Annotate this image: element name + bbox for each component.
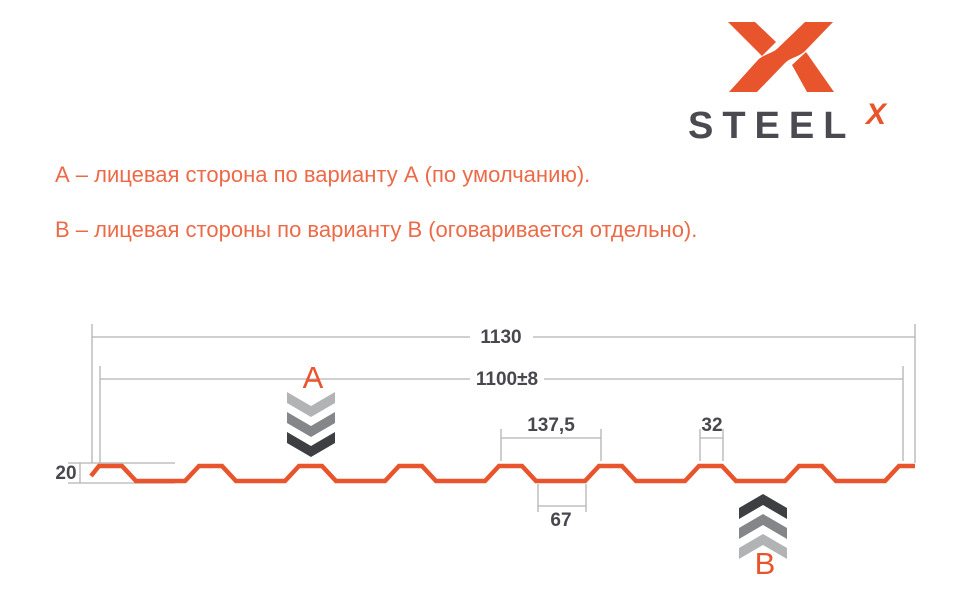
logo-s-stroke (729, 22, 833, 92)
dim-rib-top-width: 32 (701, 415, 723, 436)
variant-a-arrows-icon (287, 392, 335, 457)
note-variant-a: А – лицевая сторона по варианту А (по ум… (55, 162, 591, 187)
variant-b-arrows-icon (739, 494, 787, 559)
brand-wordmark: STEEL (688, 105, 856, 147)
note-variant-b: В – лицевая стороны по варианту В (огова… (55, 217, 698, 242)
dim-valley-width: 67 (550, 510, 572, 531)
logo-arm-top-left (728, 22, 776, 56)
chevron-up-icon (739, 514, 787, 539)
chevron-down-icon (287, 412, 335, 437)
chevron-down-icon (287, 392, 335, 417)
brand-superscript-x: X (866, 98, 887, 131)
dim-overall-width: 1130 (480, 327, 522, 348)
dim-rib-pitch: 137,5 (527, 415, 575, 436)
label-side-b: B (754, 546, 776, 581)
logo-x-icon (728, 22, 834, 92)
chevron-up-icon (739, 494, 787, 519)
dim-cover-width: 1100±8 (475, 369, 539, 390)
dimension-lines (68, 324, 916, 512)
label-side-a: A (302, 360, 324, 395)
logo-arm-bottom-right (792, 52, 834, 92)
profile-path (89, 463, 915, 484)
dim-profile-height: 20 (55, 463, 77, 484)
chevron-down-icon (287, 432, 335, 457)
chevron-up-icon (739, 534, 787, 559)
